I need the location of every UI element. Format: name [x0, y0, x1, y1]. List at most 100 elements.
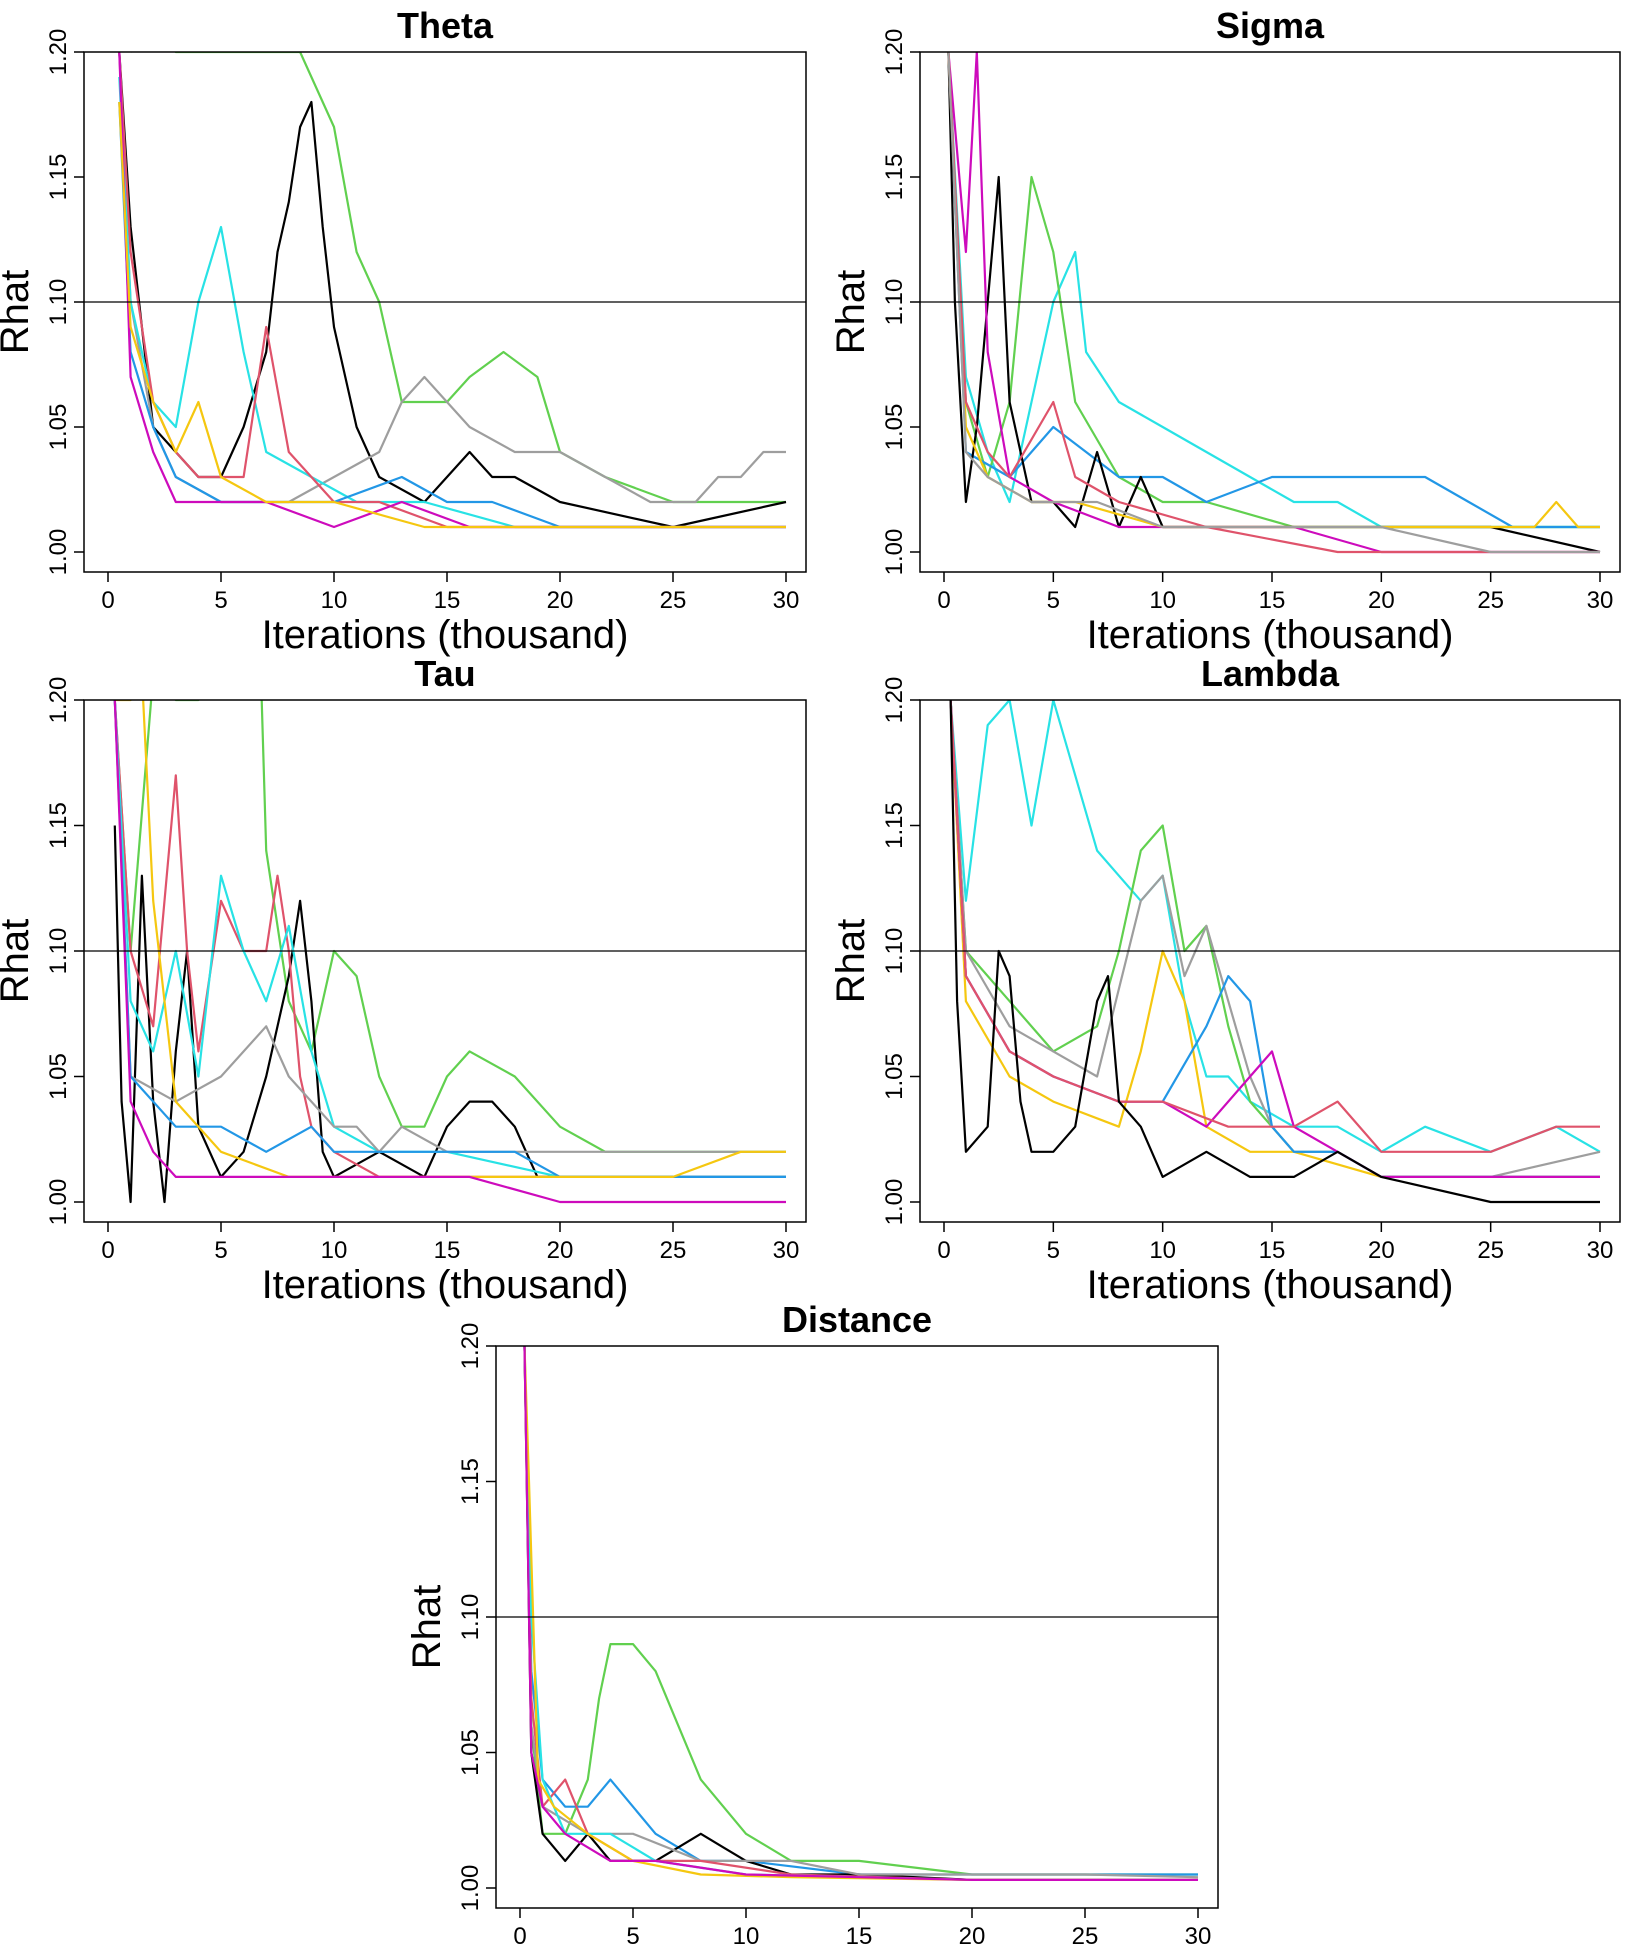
- plot-box: [919, 699, 1621, 1223]
- plot-box: [495, 1345, 1219, 1909]
- y-tick-label: 1.10: [881, 928, 908, 975]
- series-line: [523, 1346, 1198, 1876]
- y-tick-label: 1.20: [45, 29, 72, 76]
- series-group: [113, 700, 786, 1204]
- x-tick-label: 10: [321, 1237, 348, 1264]
- panel-lambda: 0 5 10 15 20 25 30 1.00 1.05 1.10 1.15 1.20 Lambda It…: [829, 653, 1621, 1307]
- panel-title: Sigma: [1216, 5, 1325, 46]
- x-tick-label: 30: [1587, 587, 1614, 614]
- series-line: [949, 700, 1600, 1179]
- x-tick-label: 0: [101, 587, 114, 614]
- x-tick-label: 30: [1587, 1237, 1614, 1264]
- x-tick-label: 10: [321, 587, 348, 614]
- y-axis-label: Rhat: [0, 270, 37, 355]
- y-tick-label: 1.20: [881, 29, 908, 76]
- y-tick-label: 1.05: [457, 1729, 484, 1776]
- x-tick-label: 25: [1072, 1923, 1099, 1946]
- x-tick-label: 5: [1047, 587, 1060, 614]
- panel-distance: 0 5 10 15 20 25 30 1.00 1.05 1.10 1.15 1.20 Distance…: [405, 1299, 1219, 1946]
- x-tick-label: 25: [1477, 1237, 1504, 1264]
- x-tick-label: 5: [214, 587, 227, 614]
- series-line: [113, 825, 786, 1204]
- y-tick-label: 1.20: [881, 677, 908, 724]
- series-line: [523, 1346, 1198, 1882]
- y-tick-label: 1.00: [457, 1865, 484, 1912]
- y-tick-label: 1.05: [45, 1053, 72, 1100]
- x-tick-label: 30: [773, 1237, 800, 1264]
- series-line: [949, 700, 1600, 1153]
- x-tick-label: 0: [513, 1923, 526, 1946]
- series-line: [947, 52, 1600, 554]
- series-line: [113, 700, 786, 1204]
- x-tick-label: 30: [773, 587, 800, 614]
- series-line: [947, 52, 1600, 529]
- series-line: [947, 52, 1600, 529]
- y-tick-label: 1.15: [881, 802, 908, 849]
- y-tick-label: 1.00: [45, 1179, 72, 1226]
- series-line: [523, 1346, 1198, 1882]
- series-line: [523, 1346, 1198, 1882]
- series-line: [949, 700, 1600, 1179]
- x-tick-label: 10: [1149, 587, 1176, 614]
- series-line: [949, 700, 1601, 1179]
- series-line: [949, 700, 1600, 1204]
- series-line: [949, 700, 1600, 1179]
- x-tick-label: 5: [626, 1923, 639, 1946]
- series-line: [949, 700, 1601, 1153]
- series-line: [118, 101, 786, 529]
- y-tick-label: 1.00: [881, 1179, 908, 1226]
- y-tick-label: 1.10: [881, 279, 908, 326]
- series-line: [118, 52, 786, 504]
- panel-title: Theta: [397, 5, 494, 46]
- plot-box: [83, 51, 807, 573]
- y-axis-label: Rhat: [829, 919, 873, 1004]
- series-line: [118, 52, 787, 529]
- panel-title: Lambda: [1201, 653, 1340, 694]
- x-tick-label: 25: [1477, 587, 1504, 614]
- panel-tau: 0 5 10 15 20 25 30 1.00 1.05 1.10 1.15 1.20 Tau Itera…: [0, 653, 807, 1307]
- series-line: [523, 1346, 1198, 1882]
- y-axis-label: Rhat: [405, 1585, 449, 1670]
- panel-title: Tau: [414, 653, 475, 694]
- series-line: [118, 52, 786, 529]
- series-line: [113, 700, 786, 1179]
- y-tick-label: 1.05: [45, 404, 72, 451]
- y-tick-label: 1.05: [881, 1053, 908, 1100]
- series-line: [113, 700, 786, 1153]
- y-axis-label: Rhat: [0, 919, 37, 1004]
- plot-box: [83, 699, 807, 1223]
- series-line: [947, 52, 1600, 529]
- series-line: [118, 101, 786, 529]
- y-tick-label: 1.15: [457, 1458, 484, 1505]
- x-axis-label: Iterations (thousand): [1087, 613, 1454, 657]
- panel-sigma: 0 5 10 15 20 25 30 1.00 1.05 1.10 1.15 1.20 Sigma Ite…: [829, 5, 1621, 657]
- x-tick-label: 15: [434, 1237, 461, 1264]
- plot-box: [919, 51, 1621, 573]
- y-tick-label: 1.10: [45, 928, 72, 975]
- x-tick-label: 20: [547, 1237, 574, 1264]
- x-tick-label: 20: [547, 587, 574, 614]
- y-tick-label: 1.10: [45, 279, 72, 326]
- x-tick-label: 0: [937, 587, 950, 614]
- panel-title: Distance: [782, 1299, 932, 1340]
- x-tick-label: 15: [846, 1923, 873, 1946]
- x-tick-label: 0: [937, 1237, 950, 1264]
- x-tick-label: 25: [660, 587, 687, 614]
- series-group: [523, 1346, 1199, 1882]
- x-axis-label: Iterations (thousand): [262, 613, 629, 657]
- series-group: [118, 52, 787, 529]
- x-tick-label: 20: [959, 1923, 986, 1946]
- y-tick-label: 1.15: [45, 802, 72, 849]
- series-group: [949, 700, 1601, 1204]
- x-tick-label: 20: [1368, 587, 1395, 614]
- y-tick-label: 1.15: [881, 154, 908, 201]
- series-line: [949, 700, 1600, 1179]
- series-line: [523, 1346, 1198, 1882]
- x-axis-label: Iterations (thousand): [262, 1263, 629, 1307]
- x-tick-label: 15: [1259, 587, 1286, 614]
- series-line: [947, 52, 1600, 529]
- y-axis-label: Rhat: [829, 270, 873, 355]
- y-tick-label: 1.00: [881, 529, 908, 576]
- x-tick-label: 15: [434, 587, 461, 614]
- x-tick-label: 5: [1047, 1237, 1060, 1264]
